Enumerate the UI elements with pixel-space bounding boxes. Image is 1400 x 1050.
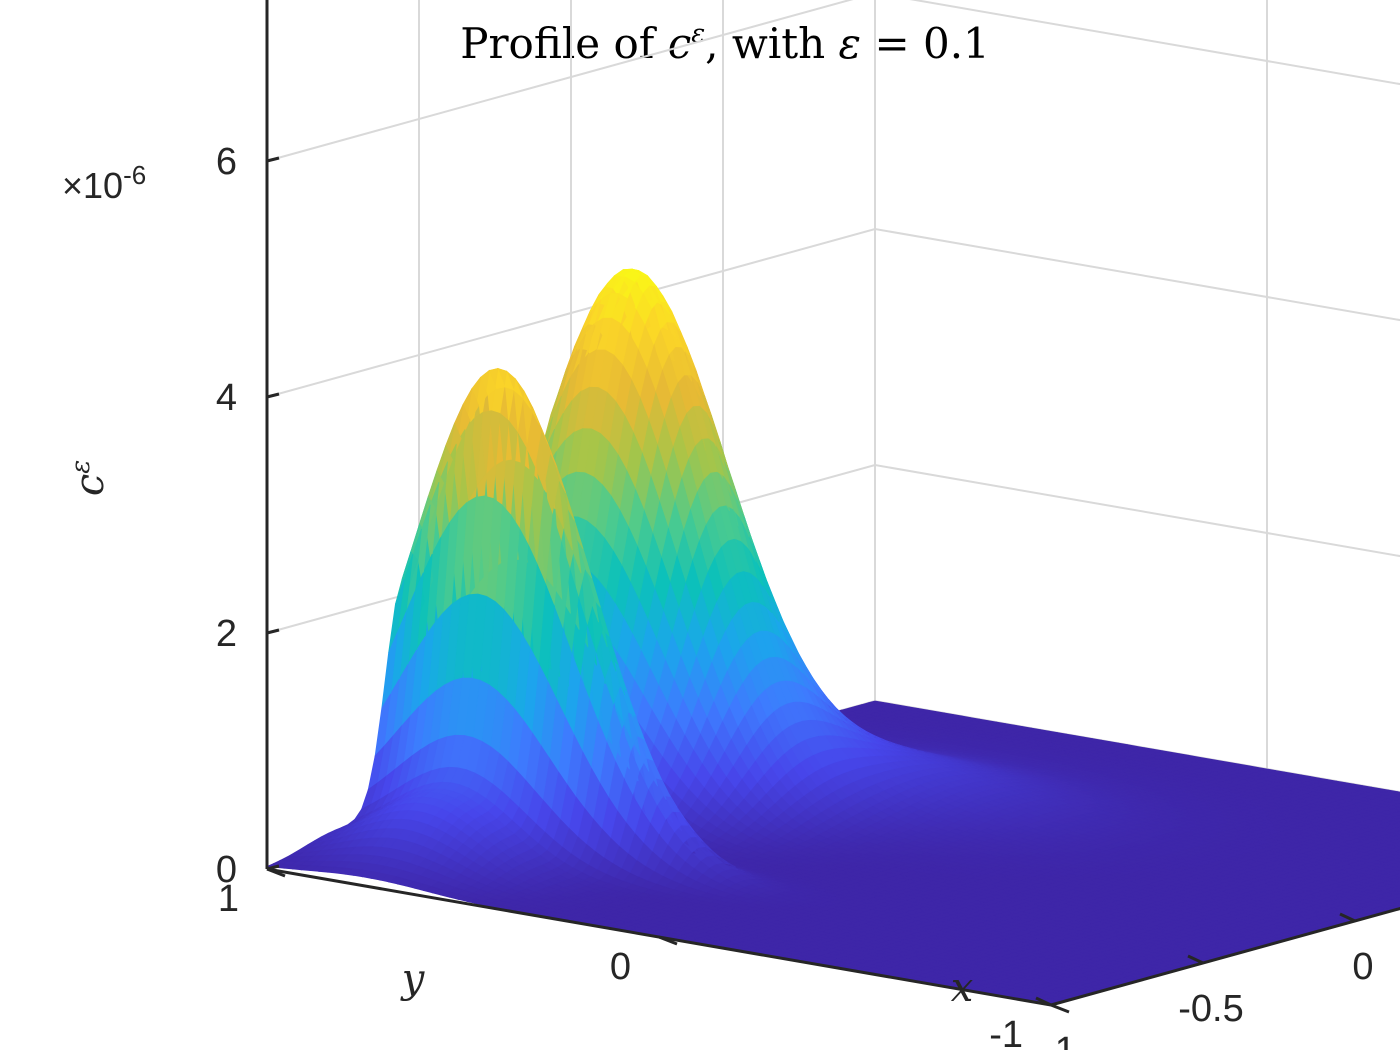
surface-mesh [265,268,1400,1006]
chart-title: Profile of cε, with ε = 0.1 [460,19,990,68]
z-gridline [266,0,1400,162]
z-gridline [266,227,1400,398]
